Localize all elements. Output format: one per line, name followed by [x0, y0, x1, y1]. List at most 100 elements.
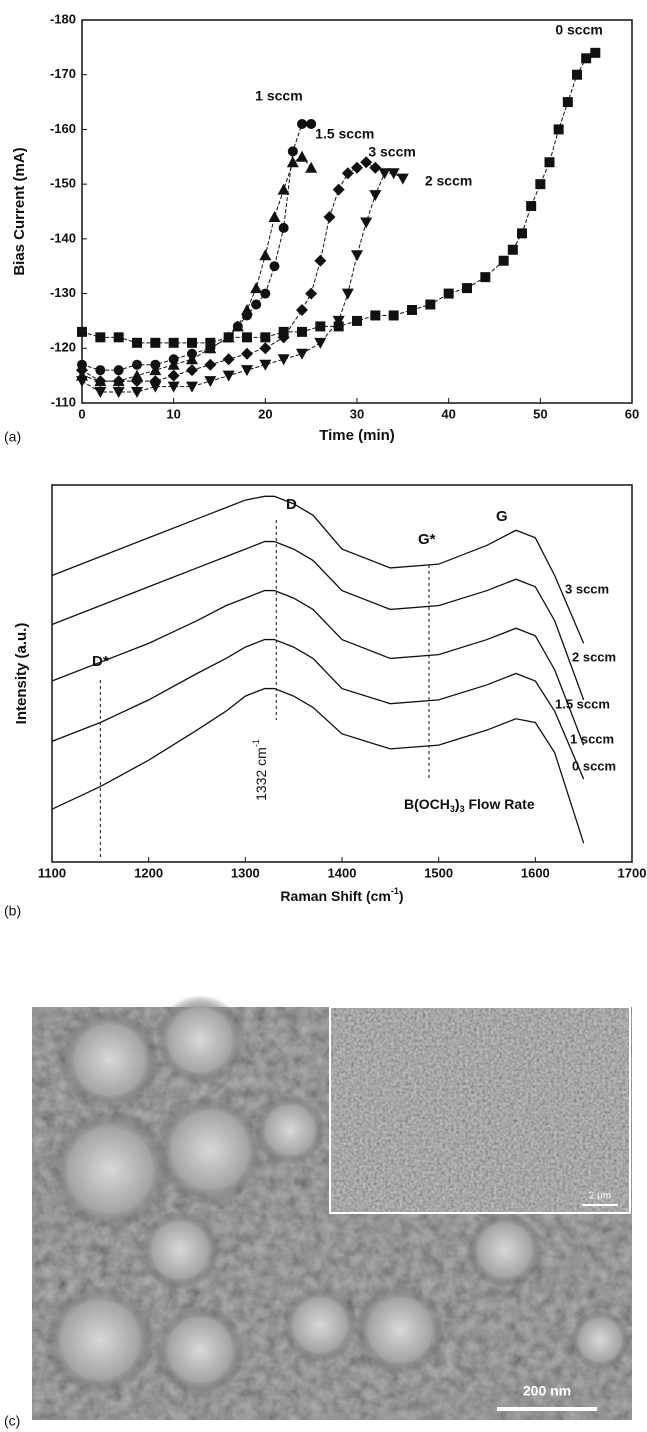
marker	[268, 210, 281, 222]
reference-label-part: -1	[251, 739, 261, 747]
x-tick-label: 1100	[38, 865, 66, 880]
marker	[277, 331, 290, 344]
marker	[167, 369, 180, 382]
x-axis-title: Raman Shift (cm-1)	[280, 886, 403, 903]
x-tick-label: 20	[258, 406, 272, 421]
x-tick-label: 1700	[618, 865, 647, 880]
marker	[222, 331, 235, 343]
marker	[278, 222, 289, 233]
y-tick-label: -140	[50, 230, 76, 245]
marker	[352, 315, 362, 326]
reference-label: 1332 cm-1	[251, 739, 268, 801]
marker	[222, 353, 235, 366]
series-label: 0 sccm	[572, 758, 616, 773]
marker	[132, 359, 142, 370]
inset-texture	[331, 1008, 629, 1212]
marker	[95, 365, 106, 376]
legend-title-part: Flow Rate	[465, 796, 535, 812]
marker	[572, 69, 582, 80]
marker	[259, 359, 272, 371]
marker	[526, 201, 537, 212]
marker	[507, 244, 518, 255]
series-line	[81, 172, 404, 393]
marker	[553, 124, 564, 135]
spectrum-line	[51, 589, 585, 746]
marker	[590, 47, 601, 58]
marker	[296, 150, 308, 162]
marker	[149, 364, 162, 376]
marker	[369, 190, 382, 202]
marker	[370, 310, 381, 321]
marker	[297, 118, 307, 129]
marker	[149, 381, 162, 393]
y-tick-label: -120	[50, 340, 76, 355]
x-tick-label: 1300	[231, 865, 260, 880]
marker	[131, 387, 143, 399]
marker	[277, 183, 290, 195]
marker	[480, 272, 491, 283]
y-tick-label: -180	[50, 11, 76, 26]
marker	[287, 146, 298, 157]
panel-label: (b)	[4, 903, 21, 919]
marker	[562, 97, 573, 108]
marker	[241, 303, 253, 315]
marker	[150, 337, 161, 348]
marker	[296, 303, 308, 316]
marker	[332, 315, 345, 327]
marker	[242, 332, 252, 343]
marker	[222, 370, 235, 382]
marker	[112, 375, 125, 388]
marker	[186, 381, 198, 393]
y-tick-label: -150	[50, 176, 76, 191]
marker	[186, 353, 198, 365]
x-tick-label: 1600	[521, 865, 550, 880]
marker	[544, 157, 555, 168]
y-axis-title: Bias Current (mA)	[11, 147, 28, 275]
series-label: 0 sccm	[555, 22, 602, 38]
marker	[77, 326, 87, 337]
marker	[76, 376, 88, 388]
legend-title-part: )	[455, 796, 460, 812]
marker	[581, 53, 592, 64]
peak-label: G	[496, 508, 508, 525]
marker	[204, 342, 217, 354]
series-label: 1.5 sccm	[555, 696, 610, 711]
spectrum-line	[51, 687, 585, 844]
marker	[443, 288, 454, 299]
marker	[260, 332, 271, 343]
peak-label: G*	[418, 531, 436, 548]
marker	[113, 365, 124, 376]
scale-label: 200 nm	[523, 1383, 571, 1399]
panel-label: (a)	[4, 429, 21, 445]
reference-label-part: 1332 cm	[253, 747, 269, 801]
legend-title-part: B(OCH	[404, 796, 450, 812]
marker	[360, 217, 373, 229]
marker	[241, 347, 253, 360]
series-label: 2 sccm	[572, 649, 616, 664]
marker	[250, 282, 263, 294]
series-label: 3 sccm	[368, 143, 415, 159]
x-axis-title-part: Raman Shift (cm	[280, 888, 390, 904]
marker	[315, 321, 326, 332]
sem-image: 2 μm 200 nm (c)	[4, 995, 632, 1429]
series-label: 2 sccm	[425, 172, 472, 188]
y-tick-label: -170	[50, 66, 76, 81]
marker	[387, 168, 400, 180]
x-tick-label: 0	[78, 406, 85, 421]
marker	[259, 342, 272, 355]
x-tick-label: 30	[350, 406, 364, 421]
marker	[425, 299, 436, 310]
marker	[277, 354, 290, 366]
marker	[241, 365, 253, 377]
marker	[168, 337, 179, 348]
spectrum-line	[51, 495, 585, 644]
marker	[305, 161, 318, 173]
marker	[132, 337, 142, 348]
marker	[94, 387, 107, 399]
y-tick-label: -160	[50, 121, 76, 136]
legend-title-part: 3	[460, 804, 465, 814]
marker	[95, 332, 106, 343]
marker	[323, 210, 336, 223]
marker	[204, 358, 217, 371]
